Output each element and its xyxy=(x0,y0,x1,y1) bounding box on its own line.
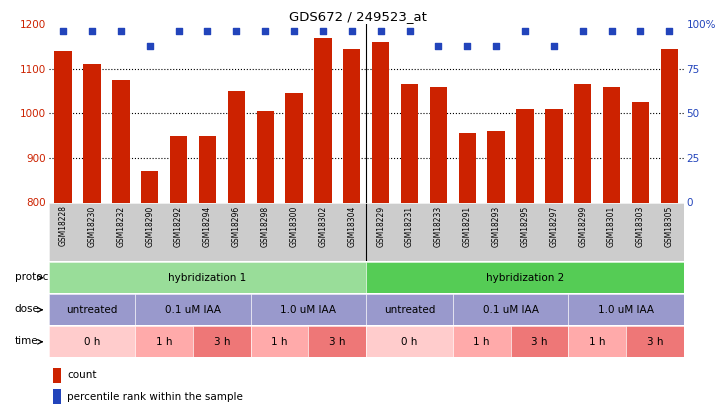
Bar xyxy=(516,109,533,202)
Bar xyxy=(603,87,620,202)
Bar xyxy=(545,109,563,202)
Bar xyxy=(53,389,62,404)
Bar xyxy=(488,131,505,202)
Text: percentile rank within the sample: percentile rank within the sample xyxy=(67,392,243,402)
Text: untreated: untreated xyxy=(384,305,435,315)
Point xyxy=(86,28,97,35)
Text: GSM18299: GSM18299 xyxy=(579,205,587,247)
Text: GSM18300: GSM18300 xyxy=(289,205,299,247)
Text: 3 h: 3 h xyxy=(329,337,346,347)
Point xyxy=(346,28,357,35)
Text: 0.1 uM IAA: 0.1 uM IAA xyxy=(483,305,538,315)
Text: GSM18229: GSM18229 xyxy=(376,205,385,247)
Text: GSM18294: GSM18294 xyxy=(203,205,212,247)
Bar xyxy=(256,111,274,202)
Text: GSM18295: GSM18295 xyxy=(521,205,530,247)
Text: GSM18305: GSM18305 xyxy=(665,205,674,247)
Bar xyxy=(54,51,72,202)
Text: untreated: untreated xyxy=(67,305,117,315)
Text: GSM18302: GSM18302 xyxy=(319,205,327,247)
Point xyxy=(432,43,444,49)
Bar xyxy=(314,38,332,202)
Text: hybridization 2: hybridization 2 xyxy=(486,273,564,283)
Point xyxy=(664,28,675,35)
Text: 1 h: 1 h xyxy=(589,337,606,347)
Point xyxy=(173,28,184,35)
Text: 3 h: 3 h xyxy=(531,337,548,347)
Text: GSM18303: GSM18303 xyxy=(636,205,645,247)
Bar xyxy=(459,134,476,202)
Point xyxy=(115,28,127,35)
Text: dose: dose xyxy=(14,304,39,314)
Text: 1 h: 1 h xyxy=(156,337,173,347)
Text: GSM18293: GSM18293 xyxy=(492,205,500,247)
Text: GSM18296: GSM18296 xyxy=(232,205,241,247)
Text: hybridization 1: hybridization 1 xyxy=(168,273,246,283)
Bar xyxy=(661,49,678,202)
Bar xyxy=(430,87,447,202)
Bar xyxy=(141,171,158,202)
Point xyxy=(606,28,617,35)
Text: time: time xyxy=(14,336,38,346)
Point xyxy=(519,28,531,35)
Point xyxy=(404,28,415,35)
Point xyxy=(462,43,473,49)
Point xyxy=(635,28,647,35)
Text: GSM18292: GSM18292 xyxy=(174,205,183,247)
Text: GSM18228: GSM18228 xyxy=(59,205,67,246)
Point xyxy=(548,43,560,49)
Bar xyxy=(372,42,390,202)
Point xyxy=(202,28,213,35)
Text: 1 h: 1 h xyxy=(473,337,490,347)
Text: 0 h: 0 h xyxy=(84,337,100,347)
Text: GDS672 / 249523_at: GDS672 / 249523_at xyxy=(289,10,427,23)
Point xyxy=(577,28,589,35)
Text: count: count xyxy=(67,371,97,380)
Text: GSM18301: GSM18301 xyxy=(607,205,616,247)
Bar xyxy=(112,80,130,202)
Text: 3 h: 3 h xyxy=(647,337,663,347)
Text: protocol: protocol xyxy=(14,272,57,282)
Text: 3 h: 3 h xyxy=(213,337,230,347)
Text: 1 h: 1 h xyxy=(271,337,288,347)
Bar xyxy=(574,85,591,202)
Point xyxy=(317,28,329,35)
Point xyxy=(289,28,300,35)
Point xyxy=(375,28,387,35)
Bar xyxy=(199,136,216,202)
Point xyxy=(57,28,69,35)
Text: GSM18231: GSM18231 xyxy=(405,205,414,247)
Bar xyxy=(53,368,62,383)
Text: 0.1 uM IAA: 0.1 uM IAA xyxy=(165,305,221,315)
Text: 1.0 uM IAA: 1.0 uM IAA xyxy=(281,305,337,315)
Point xyxy=(231,28,242,35)
Bar xyxy=(228,91,245,202)
Text: GSM18298: GSM18298 xyxy=(261,205,270,247)
Bar xyxy=(401,85,418,202)
Bar xyxy=(83,64,101,202)
Text: GSM18291: GSM18291 xyxy=(463,205,472,247)
Point xyxy=(490,43,502,49)
Text: GSM18297: GSM18297 xyxy=(549,205,558,247)
Point xyxy=(144,43,155,49)
Text: 0 h: 0 h xyxy=(402,337,417,347)
Text: GSM18304: GSM18304 xyxy=(347,205,357,247)
Point xyxy=(259,28,271,35)
Text: GSM18233: GSM18233 xyxy=(434,205,443,247)
Bar xyxy=(170,136,188,202)
Text: GSM18230: GSM18230 xyxy=(87,205,97,247)
Bar xyxy=(632,102,649,202)
Bar xyxy=(286,93,303,202)
Text: GSM18232: GSM18232 xyxy=(117,205,125,247)
Text: 1.0 uM IAA: 1.0 uM IAA xyxy=(598,305,654,315)
Text: GSM18290: GSM18290 xyxy=(145,205,154,247)
Bar xyxy=(343,49,360,202)
